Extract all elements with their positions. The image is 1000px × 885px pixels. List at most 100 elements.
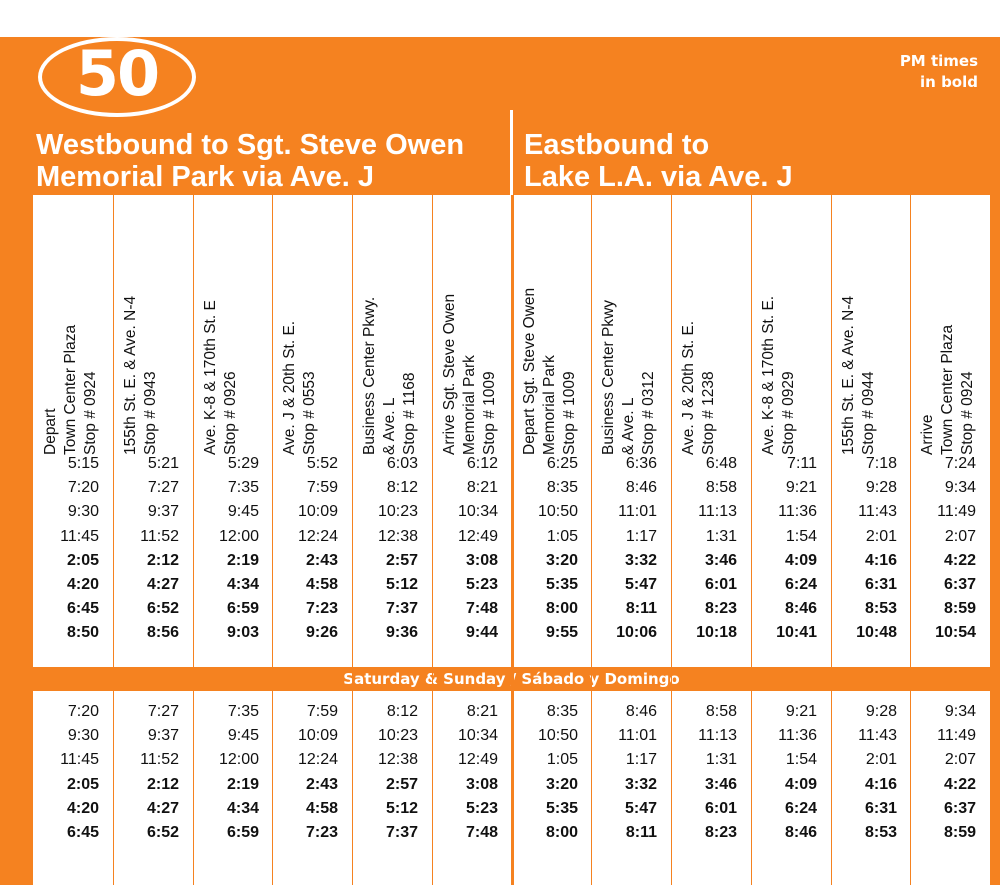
weekend-time-cell: 9:30 xyxy=(67,727,99,744)
column-header-text: Business Center Pkwy. & Ave. L Stop # 1168 xyxy=(360,297,420,455)
weekday-time-cell: 2:43 xyxy=(305,552,338,569)
column-header-line: Stop # 1009 xyxy=(561,371,578,455)
weekend-time-cell: 6:37 xyxy=(943,800,976,817)
column-header: Business Center Pkwy. & Ave. L Stop # 1168 xyxy=(360,205,440,455)
column-header: 155th St. E. & Ave. N-4 Stop # 0943 xyxy=(121,205,201,455)
column-header-line: Stop # 0924 xyxy=(959,371,976,455)
weekday-time-cell: 8:11 xyxy=(625,600,657,617)
weekday-time-cell: 6:59 xyxy=(226,600,259,617)
weekday-time-cell: 3:46 xyxy=(704,552,737,569)
column-header-line: Business Center Pkwy. xyxy=(361,296,378,455)
weekday-time-cell: 4:09 xyxy=(784,552,817,569)
weekend-time-cell: 8:23 xyxy=(704,824,737,841)
weekday-time-cell: 11:52 xyxy=(140,528,179,545)
weekend-time-cell: 4:22 xyxy=(943,776,976,793)
weekday-time-cell: 10:09 xyxy=(297,503,338,520)
route-number-badge: 50 xyxy=(38,37,196,117)
weekday-time-cell: 6:36 xyxy=(625,455,657,472)
weekend-time-cell: 7:37 xyxy=(385,824,418,841)
column-divider-line xyxy=(352,195,353,885)
weekend-time-cell: 8:11 xyxy=(625,824,657,841)
column-header-text: Ave. K-8 & 170th St. E. Stop # 0929 xyxy=(759,296,799,455)
weekday-time-cell: 7:37 xyxy=(385,600,418,617)
column-header-line: Business Center Pkwy xyxy=(600,299,617,455)
column-header-line: Ave. K-8 & 170th St. E. xyxy=(760,295,777,455)
weekday-time-cell: 8:56 xyxy=(146,624,179,641)
weekend-time-cell: 12:38 xyxy=(377,751,418,768)
weekday-time-cell: 5:12 xyxy=(385,576,418,593)
column-header-line: Stop # 0553 xyxy=(301,371,318,455)
pm-note-line: PM times xyxy=(899,52,978,70)
weekend-time-cell: 6:59 xyxy=(226,824,259,841)
weekend-time-cell: 11:49 xyxy=(937,727,976,744)
weekday-time-cell: 9:21 xyxy=(785,479,817,496)
weekday-time-cell: 10:50 xyxy=(537,503,578,520)
column-header-line: Town Center Plaza xyxy=(62,324,79,455)
weekday-time-cell: 3:20 xyxy=(545,552,578,569)
column-header-line: Memorial Park xyxy=(461,355,478,455)
weekend-time-cell: 8:21 xyxy=(466,703,498,720)
weekday-time-cell: 2:07 xyxy=(944,528,976,545)
column-header: 155th St. E. & Ave. N-4 Stop # 0944 xyxy=(839,205,919,455)
column-header-text: Arrive Town Center Plaza Stop # 0924 xyxy=(918,325,978,455)
weekend-time-cell: 10:50 xyxy=(537,727,578,744)
column-header-line: & Ave. L xyxy=(381,397,398,455)
pm-note-line: in bold xyxy=(920,73,978,91)
right-border-bar xyxy=(990,195,1000,885)
weekend-time-cell: 10:23 xyxy=(377,727,418,744)
weekday-time-cell: 6:12 xyxy=(466,455,498,472)
weekend-time-cell: 11:13 xyxy=(698,727,737,744)
weekend-time-cell: 2:19 xyxy=(226,776,259,793)
weekday-time-cell: 9:37 xyxy=(147,503,179,520)
column-header: Arrive Town Center Plaza Stop # 0924 xyxy=(918,205,998,455)
column-header-line: Stop # 1238 xyxy=(700,371,717,455)
weekday-time-cell: 9:44 xyxy=(465,624,498,641)
weekend-time-cell: 10:34 xyxy=(457,727,498,744)
weekday-time-cell: 1:05 xyxy=(546,528,578,545)
column-header-text: Business Center Pkwy & Ave. L Stop # 0312 xyxy=(599,300,659,455)
weekday-time-cell: 2:05 xyxy=(66,552,99,569)
weekday-time-cell: 7:11 xyxy=(787,455,817,472)
column-header-line: Ave. K-8 & 170th St. E xyxy=(202,300,219,455)
weekend-time-cell: 5:35 xyxy=(545,800,578,817)
weekday-time-cell: 8:59 xyxy=(943,600,976,617)
column-header-text: Depart Town Center Plaza Stop # 0924 xyxy=(41,325,101,455)
weekday-time-cell: 8:46 xyxy=(784,600,817,617)
weekday-time-cell: 4:58 xyxy=(305,576,338,593)
weekday-time-cell: 5:29 xyxy=(227,455,259,472)
weekday-time-cell: 12:24 xyxy=(297,528,338,545)
weekday-time-cell: 6:48 xyxy=(705,455,737,472)
weekday-time-cell: 1:54 xyxy=(785,528,817,545)
weekend-time-cell: 7:35 xyxy=(227,703,259,720)
westbound-title: Westbound to Sgt. Steve Owen Memorial Pa… xyxy=(36,129,506,193)
column-header-line: Stop # 0929 xyxy=(780,371,797,455)
weekend-time-cell: 12:49 xyxy=(457,751,498,768)
weekend-time-cell: 9:28 xyxy=(865,703,897,720)
column-header-line: Stop # 0924 xyxy=(82,371,99,455)
weekday-time-cell: 5:47 xyxy=(624,576,657,593)
weekday-time-cell: 1:31 xyxy=(705,528,737,545)
weekday-time-cell: 4:20 xyxy=(66,576,99,593)
weekday-time-cell: 11:01 xyxy=(618,503,657,520)
eastbound-title-line: Eastbound to xyxy=(524,129,710,161)
weekday-time-cell: 3:08 xyxy=(465,552,498,569)
column-header: Business Center Pkwy & Ave. L Stop # 0312 xyxy=(599,205,679,455)
weekday-time-cell: 7:20 xyxy=(67,479,99,496)
column-header: Ave. J & 20th St. E. Stop # 0553 xyxy=(280,205,360,455)
weekday-time-cell: 6:52 xyxy=(146,600,179,617)
column-header-text: Ave. J & 20th St. E. Stop # 1238 xyxy=(679,321,719,455)
weekend-time-cell: 9:21 xyxy=(785,703,817,720)
weekday-time-cell: 8:35 xyxy=(546,479,578,496)
weekday-time-cell: 6:03 xyxy=(386,455,418,472)
weekend-time-cell: 8:59 xyxy=(943,824,976,841)
weekday-time-cell: 3:32 xyxy=(624,552,657,569)
weekend-time-cell: 12:00 xyxy=(218,751,259,768)
weekend-time-cell: 2:01 xyxy=(865,751,897,768)
route-badge-oval xyxy=(38,37,196,117)
weekday-time-cell: 4:27 xyxy=(146,576,179,593)
column-header-line: Depart xyxy=(42,408,59,455)
weekend-time-cell: 8:12 xyxy=(386,703,418,720)
weekday-time-cell: 8:12 xyxy=(386,479,418,496)
weekday-time-cell: 9:45 xyxy=(227,503,259,520)
weekday-time-cell: 9:36 xyxy=(385,624,418,641)
